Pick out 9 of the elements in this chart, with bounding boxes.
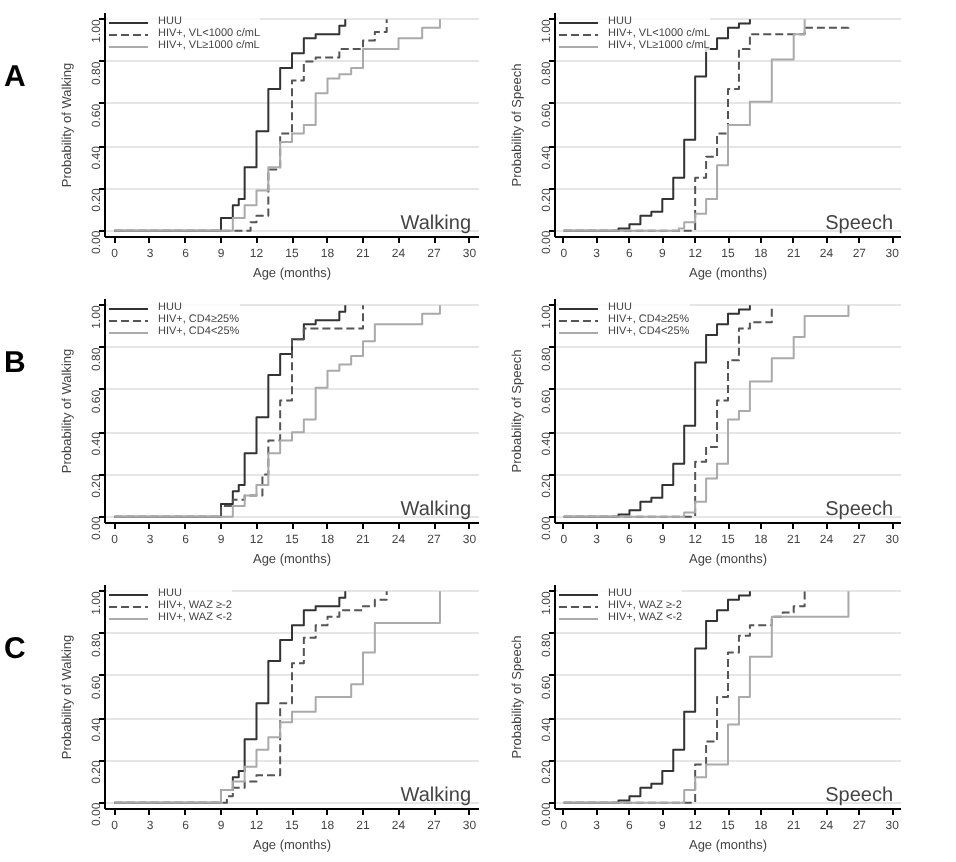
text: C [4, 630, 26, 670]
annotation: Walking [400, 499, 472, 521]
annotation: Walking [400, 785, 472, 807]
annotation: Speech [825, 499, 894, 521]
text: B [4, 344, 26, 384]
text: A [4, 58, 26, 98]
annotation: Walking [400, 213, 472, 235]
annotation: Speech [825, 785, 894, 807]
annotation: Speech [825, 213, 894, 235]
